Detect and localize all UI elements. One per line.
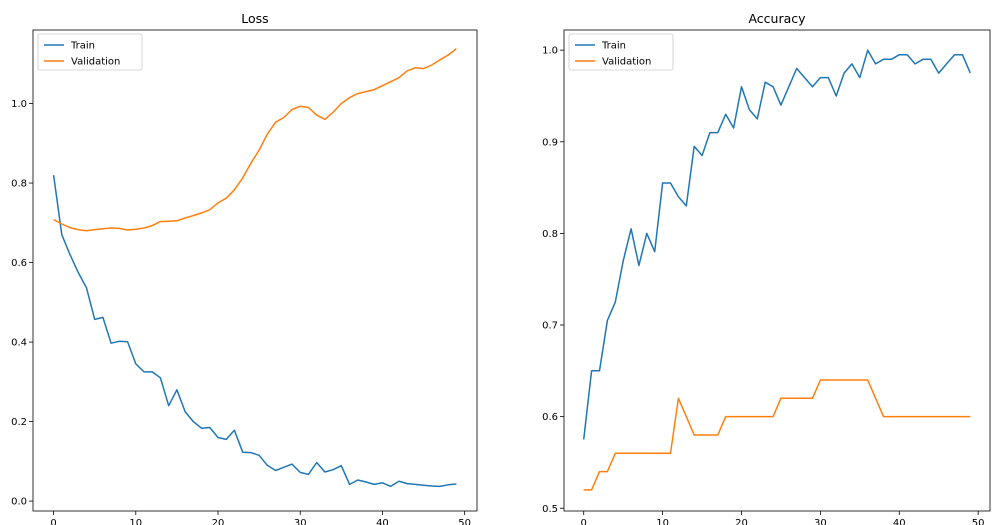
legend-label-validation: Validation [71,57,120,68]
y-tick-label: 0.7 [542,321,558,332]
y-tick-label: 0.8 [542,229,558,240]
chart-title: Accuracy [748,11,806,26]
y-tick-label: 0.2 [11,417,27,428]
y-tick-label: 0.6 [542,412,558,423]
chart-panel-0: Loss 0.0 0.2 0.4 0.6 0.8 1.0 0 10 20 30 40 50 Train Va… [11,11,478,525]
chart-title: Loss [241,11,268,26]
x-tick-label: 50 [458,518,471,525]
chart-panel-1: Accuracy 0.5 0.6 0.7 0.8 0.9 1.0 0 10 20 30 40 50 Tra… [542,11,991,525]
plot-frame [563,29,991,512]
y-tick-label: 0.0 [11,497,27,508]
x-tick-label: 40 [893,518,906,525]
x-tick-label: 20 [735,518,748,525]
y-tick-label: 0.4 [11,338,27,349]
series-line-validation [583,379,971,491]
legend-label-train: Train [70,41,95,52]
x-tick-label: 20 [212,518,225,525]
legend-label-validation: Validation [602,57,651,68]
y-tick-label: 1.0 [542,46,558,57]
x-tick-label: 10 [129,518,142,525]
legend: Train Validation [37,33,143,71]
plot-frame [32,29,478,512]
x-tick-label: 0 [581,518,587,525]
x-tick-label: 30 [294,518,307,525]
y-tick-label: 1.0 [11,99,27,110]
legend-label-train: Train [601,41,626,52]
legend: Train Validation [568,33,674,71]
y-tick-label: 0.8 [11,179,27,190]
x-tick-label: 30 [814,518,827,525]
y-tick-label: 0.6 [11,258,27,269]
x-tick-label: 40 [376,518,389,525]
x-tick-label: 50 [972,518,985,525]
series-line-validation [53,48,457,232]
x-tick-label: 0 [50,518,56,525]
x-tick-label: 10 [656,518,669,525]
series-line-train [582,49,971,440]
y-tick-label: 0.9 [542,137,558,148]
y-tick-label: 0.5 [542,504,558,515]
series-line-train [52,174,457,488]
